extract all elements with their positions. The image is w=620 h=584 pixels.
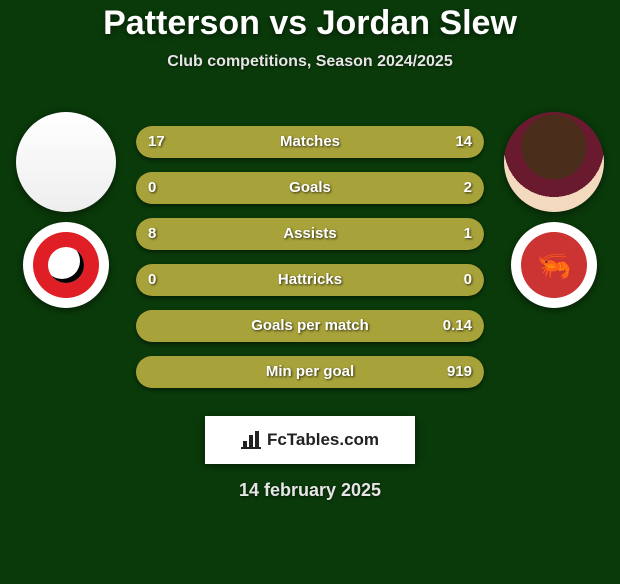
stat-bar: 0Goals2 xyxy=(136,172,484,204)
right-club-badge: 🦐 xyxy=(511,222,597,308)
stat-bar: Goals per match0.14 xyxy=(136,310,484,342)
stat-bar: 0Hattricks0 xyxy=(136,264,484,296)
stat-label: Min per goal xyxy=(136,356,484,388)
stat-label: Matches xyxy=(136,126,484,158)
stat-value-right: 1 xyxy=(464,218,472,250)
right-player-column: 🦐 xyxy=(494,112,614,308)
stat-bar: 17Matches14 xyxy=(136,126,484,158)
fctables-logo: FcTables.com xyxy=(205,416,415,464)
stat-value-right: 0.14 xyxy=(443,310,472,342)
shrimp-icon: 🦐 xyxy=(521,232,587,298)
stat-label: Goals per match xyxy=(136,310,484,342)
stat-bar: 8Assists1 xyxy=(136,218,484,250)
subtitle: Club competitions, Season 2024/2025 xyxy=(0,53,620,71)
stat-bar: Min per goal919 xyxy=(136,356,484,388)
date-text: 14 february 2025 xyxy=(0,480,620,501)
left-player-column xyxy=(6,112,126,308)
page-title: Patterson vs Jordan Slew xyxy=(0,4,620,43)
stat-label: Goals xyxy=(136,172,484,204)
stat-value-right: 919 xyxy=(447,356,472,388)
stat-value-right: 2 xyxy=(464,172,472,204)
stat-label: Assists xyxy=(136,218,484,250)
stat-label: Hattricks xyxy=(136,264,484,296)
logo-text: FcTables.com xyxy=(267,430,379,450)
right-player-avatar xyxy=(504,112,604,212)
left-player-avatar xyxy=(16,112,116,212)
stat-value-right: 14 xyxy=(455,126,472,158)
chart-icon xyxy=(241,431,261,449)
stat-value-right: 0 xyxy=(464,264,472,296)
left-club-badge xyxy=(23,222,109,308)
stats-bars: 17Matches140Goals28Assists10Hattricks0Go… xyxy=(136,126,484,402)
